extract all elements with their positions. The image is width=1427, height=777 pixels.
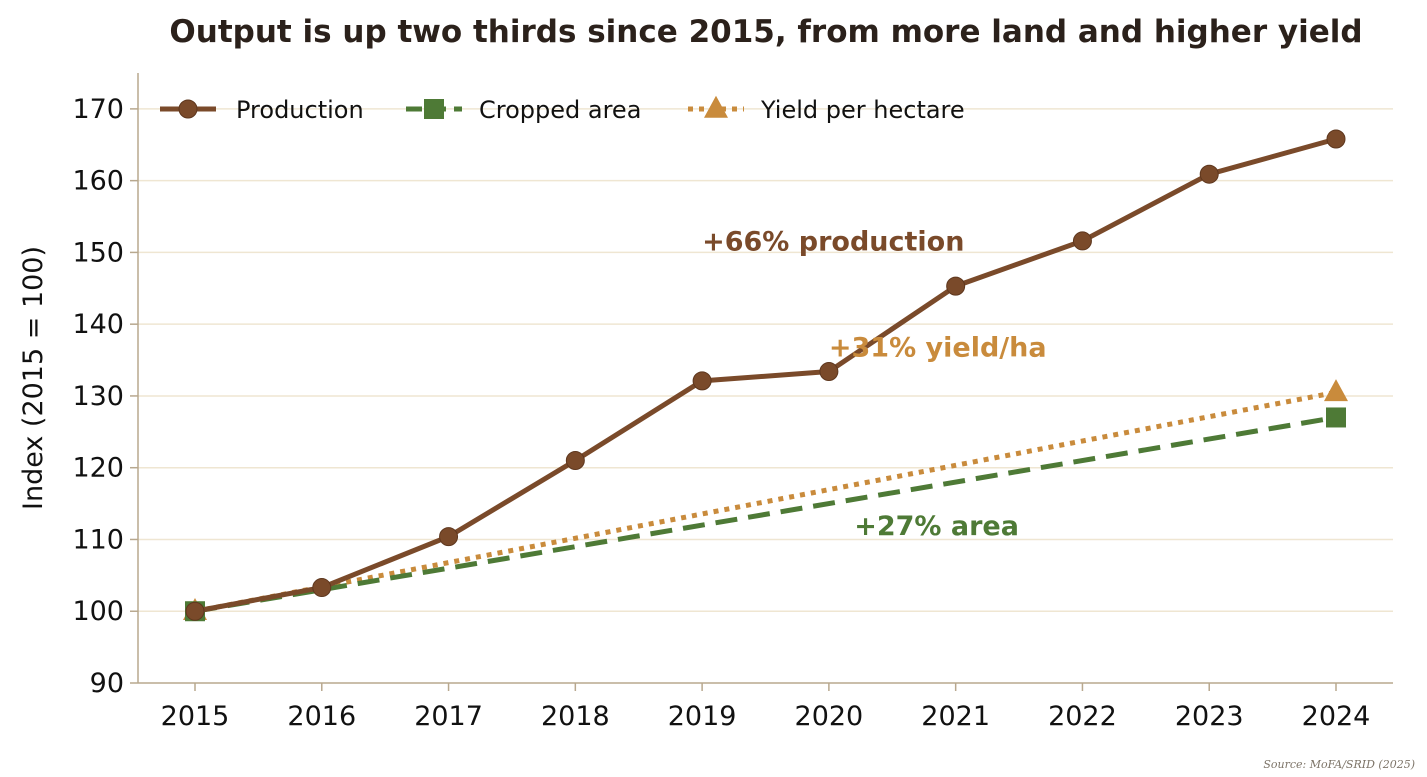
axes: [137, 73, 1393, 684]
data-point: [946, 276, 966, 296]
legend: Production Cropped area Yield per hectare: [160, 95, 965, 124]
y-axis-label: Index (2015 = 100): [18, 246, 49, 510]
annotations: +66% production +31% yield/ha +27% area: [702, 226, 1046, 542]
x-tick-label: 2016: [287, 701, 356, 732]
y-tick-label: 100: [72, 596, 124, 627]
x-tick-label: 2021: [921, 701, 990, 732]
data-point: [185, 601, 205, 621]
x-tick-label: 2022: [1048, 701, 1117, 732]
data-point: [312, 578, 332, 598]
data-point: [565, 451, 585, 471]
legend-label: Yield per hectare: [760, 96, 965, 124]
data-point: [1326, 407, 1346, 428]
data-point: [439, 527, 459, 547]
legend-item: Yield per hectare: [688, 95, 965, 124]
gridlines: [138, 108, 1393, 612]
chart-title: Output is up two thirds since 2015, from…: [169, 14, 1363, 50]
x-tick-label: 2023: [1175, 701, 1244, 732]
y-tick-label: 110: [72, 524, 124, 555]
series-production: [185, 129, 1346, 621]
series-line: [194, 136, 1337, 614]
y-ticks: 90 100 110 120 130 140 150 160 170: [72, 94, 138, 699]
x-tick-label: 2015: [161, 701, 230, 732]
legend-label: Cropped area: [479, 96, 641, 124]
annotation-label: +27% area: [854, 511, 1019, 542]
x-tick-label: 2024: [1302, 701, 1371, 732]
series-line: [194, 415, 1337, 614]
data-point: [692, 371, 712, 391]
x-tick-label: 2020: [795, 701, 864, 732]
legend-item: Cropped area: [406, 96, 641, 124]
y-tick-label: 170: [72, 94, 124, 125]
legend-marker: [424, 99, 444, 119]
x-tick-label: 2018: [541, 701, 610, 732]
source-note: Source: MoFA/SRID (2025): [1263, 758, 1415, 771]
data-point: [1072, 231, 1092, 251]
annotation-label: +31% yield/ha: [829, 332, 1047, 363]
x-tick-label: 2019: [668, 701, 737, 732]
data-point: [819, 362, 839, 382]
annotation-label: +66% production: [702, 226, 964, 257]
y-tick-label: 130: [72, 381, 124, 412]
legend-marker: [704, 95, 728, 118]
legend-label: Production: [236, 96, 364, 124]
x-ticks: 2015 2016 2017 2018 2019 2020 2021 2022 2023 2024: [161, 683, 1371, 732]
series: [183, 129, 1348, 622]
legend-item: Production: [160, 96, 364, 124]
y-tick-label: 160: [72, 166, 124, 197]
y-tick-label: 120: [72, 453, 124, 484]
y-tick-label: 140: [72, 309, 124, 340]
series-line: [194, 389, 1337, 614]
data-point: [1326, 129, 1346, 149]
y-tick-label: 90: [90, 668, 124, 699]
series-cropped-area: [185, 407, 1346, 622]
data-point: [1199, 164, 1219, 184]
data-point: [1324, 379, 1348, 402]
legend-marker: [178, 99, 198, 119]
x-tick-label: 2017: [414, 701, 483, 732]
y-tick-label: 150: [72, 237, 124, 268]
